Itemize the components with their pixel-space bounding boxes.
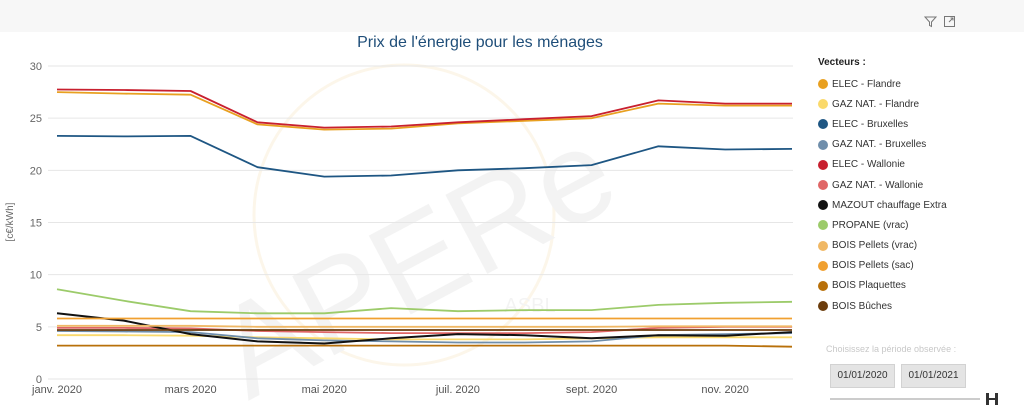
legend: Vecteurs : ELEC - Flandre GAZ NAT. - Flan… bbox=[818, 57, 1018, 316]
series-line[interactable] bbox=[56, 312, 793, 345]
y-axis-label: [c€/kWh] bbox=[5, 202, 16, 241]
expand-icon[interactable] bbox=[943, 15, 956, 28]
watermark-subtext: ASBL bbox=[504, 295, 555, 317]
legend-item[interactable]: MAZOUT chauffage Extra bbox=[818, 195, 1018, 215]
x-tick-label: nov. 2020 bbox=[701, 384, 749, 396]
y-tick-label: 5 bbox=[36, 322, 42, 334]
visual-toolbar bbox=[924, 15, 956, 28]
y-tick-label: 15 bbox=[30, 218, 42, 230]
legend-item[interactable]: GAZ NAT. - Wallonie bbox=[818, 175, 1018, 195]
legend-marker-icon bbox=[818, 200, 828, 211]
series-line[interactable] bbox=[57, 344, 793, 348]
legend-item[interactable]: BOIS Pellets (sac) bbox=[818, 256, 1018, 276]
legend-label: GAZ NAT. - Bruxelles bbox=[832, 139, 927, 151]
legend-item[interactable]: ELEC - Wallonie bbox=[818, 155, 1018, 175]
x-tick-label: janv. 2020 bbox=[31, 384, 82, 396]
legend-label: ELEC - Bruxelles bbox=[832, 118, 909, 130]
filter-icon[interactable] bbox=[924, 15, 937, 28]
legend-item[interactable]: BOIS Plaquettes bbox=[818, 276, 1018, 296]
legend-item[interactable]: ELEC - Bruxelles bbox=[818, 114, 1018, 134]
series-lines bbox=[56, 88, 793, 348]
x-tick-label: mai 2020 bbox=[302, 384, 347, 396]
series-line[interactable] bbox=[57, 325, 792, 335]
series-line[interactable] bbox=[56, 288, 793, 315]
legend-marker-icon bbox=[818, 79, 828, 90]
start-date-input[interactable]: 01/01/2020 bbox=[830, 364, 895, 388]
slider-handle-icon[interactable] bbox=[985, 392, 999, 406]
series-line[interactable] bbox=[56, 88, 792, 129]
legend-marker-icon bbox=[818, 139, 828, 150]
x-axis: janv. 2020 mars 2020 mai 2020 juil. 2020 sep… bbox=[31, 384, 749, 396]
legend-marker-icon bbox=[818, 260, 828, 271]
legend-item[interactable]: BOIS Pellets (vrac) bbox=[818, 236, 1018, 256]
legend-label: BOIS Bûches bbox=[832, 300, 893, 312]
end-date-input[interactable]: 01/01/2021 bbox=[901, 364, 966, 388]
series-line[interactable] bbox=[56, 134, 793, 178]
x-tick-label: sept. 2020 bbox=[566, 384, 617, 396]
legend-label: GAZ NAT. - Wallonie bbox=[832, 179, 924, 191]
series-line[interactable] bbox=[57, 334, 792, 341]
x-tick-label: mars 2020 bbox=[165, 384, 217, 396]
legend-label: BOIS Pellets (vrac) bbox=[832, 240, 918, 252]
legend-label: PROPANE (vrac) bbox=[832, 219, 909, 231]
legend-label: ELEC - Wallonie bbox=[832, 159, 905, 171]
legend-label: BOIS Pellets (sac) bbox=[832, 260, 914, 272]
legend-item[interactable]: GAZ NAT. - Bruxelles bbox=[818, 135, 1018, 155]
top-bar bbox=[0, 0, 1024, 32]
legend-marker-icon bbox=[818, 301, 828, 312]
legend-marker-icon bbox=[818, 240, 828, 251]
y-tick-label: 0 bbox=[36, 374, 42, 386]
legend-marker-icon bbox=[818, 119, 828, 130]
legend-marker-icon bbox=[818, 99, 828, 110]
y-tick-label: 10 bbox=[30, 270, 42, 282]
y-tick-label: 30 bbox=[30, 61, 42, 73]
series-line[interactable] bbox=[57, 324, 792, 328]
legend-label: MAZOUT chauffage Extra bbox=[832, 199, 947, 211]
chart-title: Prix de l'énergie pour les ménages bbox=[357, 34, 603, 51]
legend-title: Vecteurs : bbox=[818, 57, 866, 68]
legend-marker-icon bbox=[818, 159, 828, 170]
y-axis: 0 5 10 15 20 25 30 bbox=[30, 61, 42, 386]
y-tick-label: 20 bbox=[30, 165, 42, 177]
legend-item[interactable]: ELEC - Flandre bbox=[818, 74, 1018, 94]
y-tick-label: 25 bbox=[30, 113, 42, 125]
legend-item[interactable]: PROPANE (vrac) bbox=[818, 215, 1018, 235]
period-label: Choisissez la période observée : bbox=[826, 344, 957, 354]
legend-label: ELEC - Flandre bbox=[832, 78, 901, 90]
legend-marker-icon bbox=[818, 220, 828, 231]
legend-item[interactable]: BOIS Bûches bbox=[818, 296, 1018, 316]
watermark-sun-icon bbox=[252, 63, 556, 367]
series-line[interactable] bbox=[56, 91, 792, 131]
legend-marker-icon bbox=[818, 280, 828, 291]
period-slider-track[interactable] bbox=[830, 398, 980, 400]
legend-item[interactable]: GAZ NAT. - Flandre bbox=[818, 94, 1018, 114]
legend-label: GAZ NAT. - Flandre bbox=[832, 98, 920, 110]
legend-label: BOIS Plaquettes bbox=[832, 280, 906, 292]
x-tick-label: juil. 2020 bbox=[435, 384, 480, 396]
legend-marker-icon bbox=[818, 180, 828, 191]
